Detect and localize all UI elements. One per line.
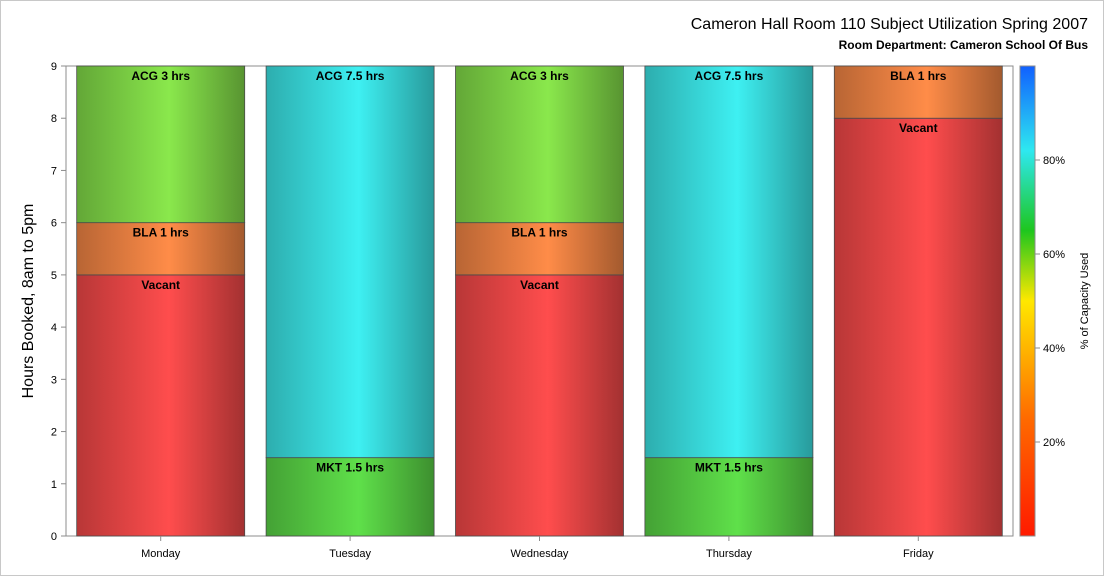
y-tick-label: 3 [51, 374, 57, 386]
colorbar-tick-label: 80% [1043, 155, 1065, 167]
x-tick-label: Thursday [706, 548, 752, 560]
bar-segment-label: Vacant [899, 121, 938, 135]
y-axis-label: Hours Booked, 8am to 5pm [20, 204, 37, 399]
bar-segment-label: Vacant [141, 278, 180, 292]
y-tick-label: 1 [51, 479, 57, 491]
bar-segment [76, 222, 246, 276]
bar-segment [455, 222, 624, 276]
bar-segment [833, 65, 1003, 119]
x-tick-label: Tuesday [329, 548, 371, 560]
y-tick-label: 6 [51, 218, 57, 230]
bar-segment-label: MKT 1.5 hrs [316, 461, 384, 475]
bar-segment-label: Vacant [520, 278, 559, 292]
bar-segment [76, 65, 246, 224]
chart-title: Cameron Hall Room 110 Subject Utilizatio… [691, 16, 1088, 33]
bar-segment-label: ACG 7.5 hrs [316, 69, 385, 83]
bar-segment [644, 457, 814, 537]
bar-segment-label: MKT 1.5 hrs [695, 461, 763, 475]
y-tick-label: 8 [51, 113, 57, 125]
x-tick-label: Wednesday [511, 548, 569, 560]
y-tick-label: 5 [51, 270, 57, 282]
y-tick-label: 4 [51, 322, 57, 334]
bar-segment [833, 117, 1003, 537]
x-tick-label: Friday [903, 548, 934, 560]
bar-segment-label: ACG 3 hrs [131, 69, 190, 83]
colorbar: 20% 40% 60% 80% [1019, 65, 1065, 537]
colorbar-tick-label: 60% [1043, 249, 1065, 261]
chart-subtitle: Room Department: Cameron School Of Bus [839, 38, 1089, 52]
bar-segment-label: ACG 3 hrs [510, 69, 569, 83]
bar-segment-label: BLA 1 hrs [890, 69, 947, 83]
colorbar-tick-label: 20% [1043, 437, 1065, 449]
bar-segment [455, 274, 624, 537]
colorbar-gradient [1019, 65, 1036, 537]
bar-segment-label: BLA 1 hrs [133, 226, 190, 240]
y-tick-label: 9 [51, 61, 57, 73]
bar-segment-label: ACG 7.5 hrs [695, 69, 764, 83]
x-tick-label: Monday [141, 548, 181, 560]
plot-area: 0 1 2 3 4 5 6 7 8 9 Vacant BLA 1 hrs ACG 3 hrs Monday… [51, 61, 1014, 560]
y-tick-label: 0 [51, 531, 57, 543]
bar-segment [265, 457, 435, 537]
bar-segment [455, 65, 624, 224]
colorbar-tick-label: 40% [1043, 343, 1065, 355]
y-tick-label: 7 [51, 165, 57, 177]
bar-segment-label: BLA 1 hrs [511, 226, 568, 240]
bar-segment [76, 274, 246, 537]
bar-segment [265, 65, 435, 459]
y-tick-label: 2 [51, 427, 57, 439]
colorbar-label: % of Capacity Used [1079, 253, 1091, 350]
bar-segment [644, 65, 814, 459]
